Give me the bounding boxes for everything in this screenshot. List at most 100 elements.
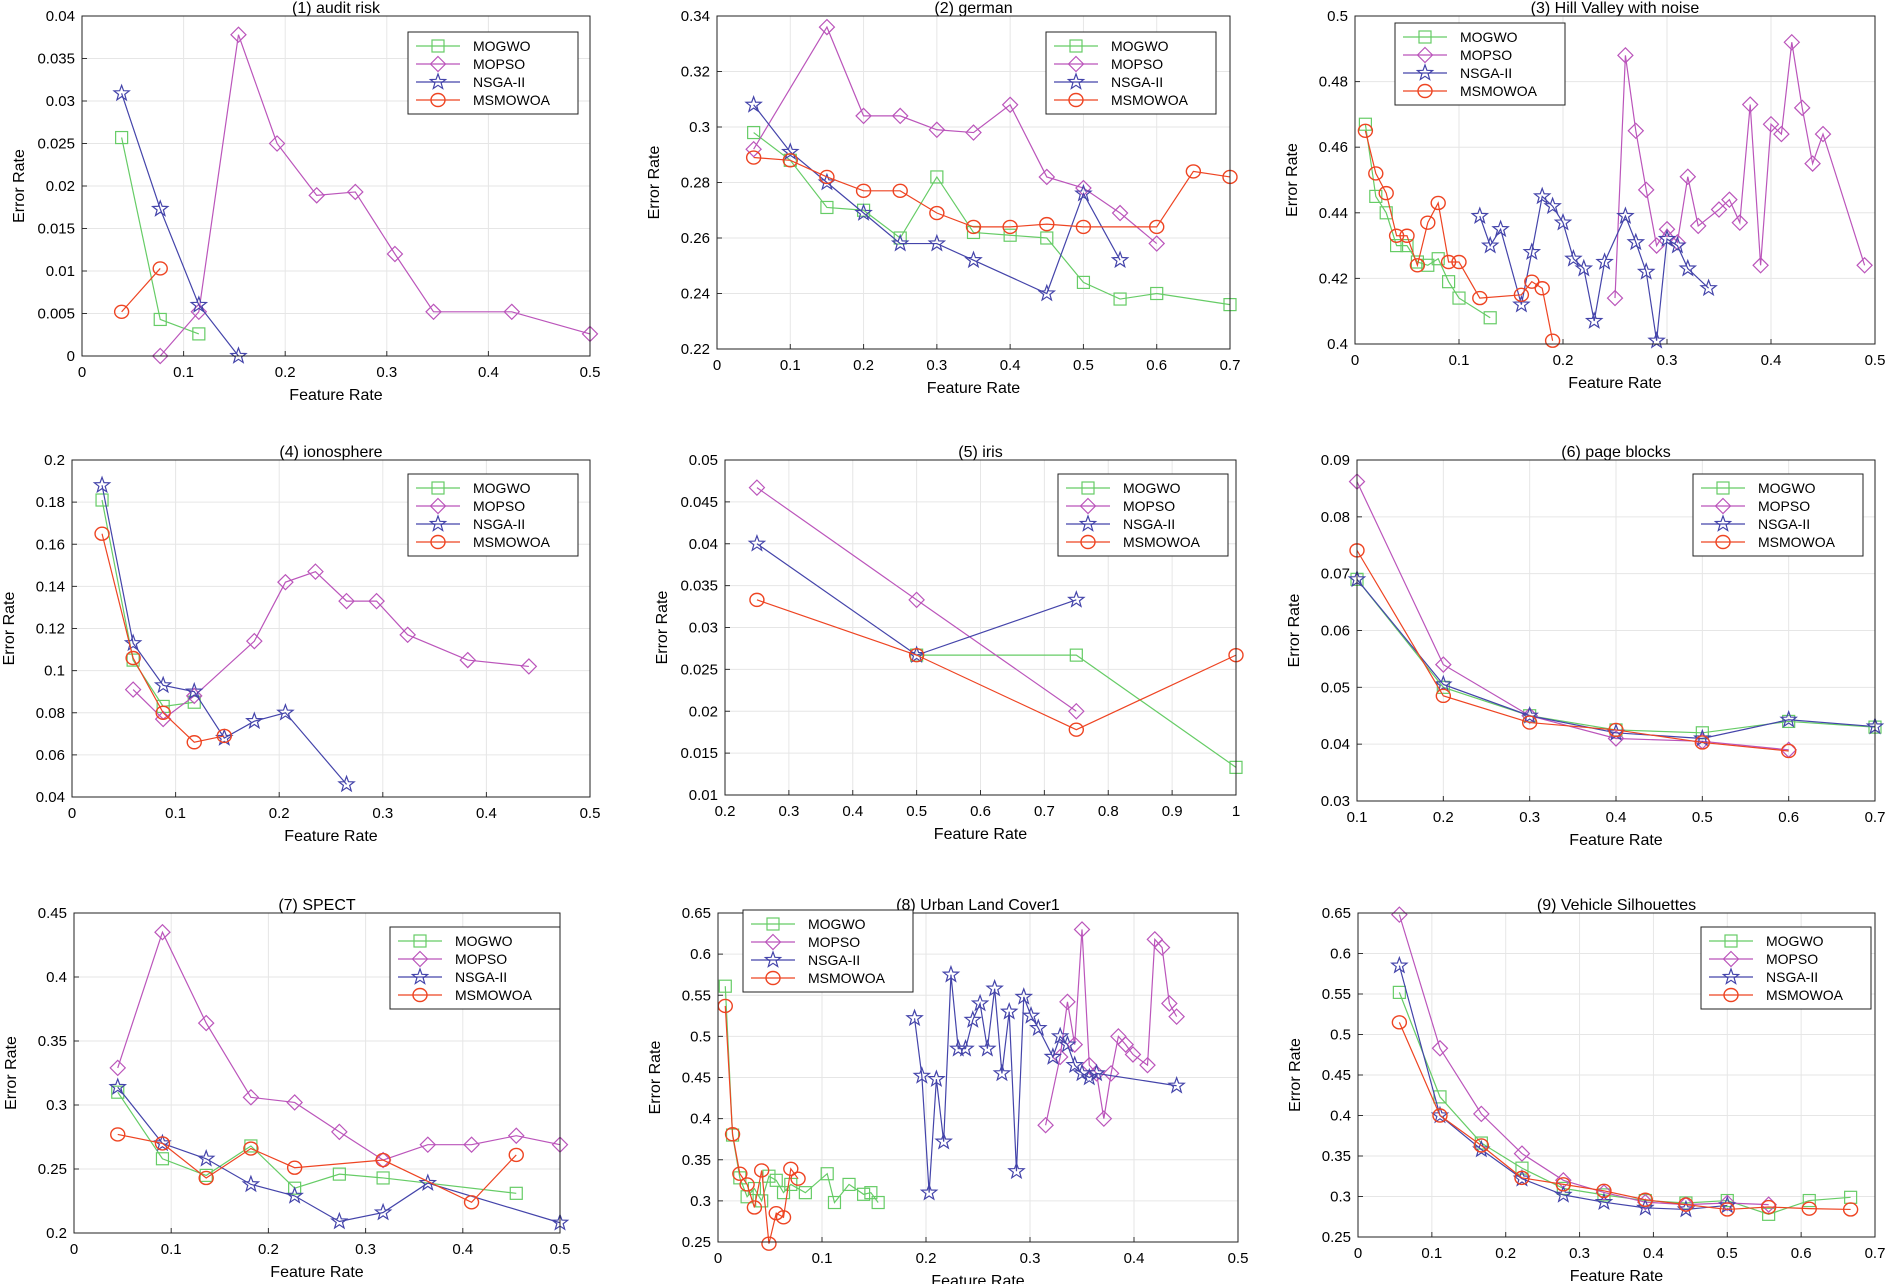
data-point-mopso: [1762, 115, 1780, 133]
series-line-msmowoa: [753, 156, 1231, 228]
series-line-mopso: [1045, 929, 1178, 1126]
data-point-mopso: [399, 626, 417, 644]
data-point-mogwo: [1379, 206, 1393, 220]
y-tick-label: 0.04: [36, 789, 65, 806]
data-point-msmowoa: [1420, 215, 1436, 230]
x-tick-label: 0: [78, 364, 86, 381]
data-point-mopso: [338, 592, 355, 610]
data-point-msmowoa: [724, 1127, 741, 1142]
legend-label: MOPSO: [1766, 951, 1818, 967]
data-point-nsga-ii: [744, 95, 763, 113]
data-point-mogwo: [1452, 291, 1466, 305]
series-mopso: [109, 923, 569, 1169]
y-tick-label: 0.06: [36, 747, 65, 764]
data-point-msmowoa: [1075, 219, 1092, 235]
legend: MOGWO MOPSO NSGA-II MSMOWOA: [1692, 473, 1864, 557]
y-tick-label: 0.015: [37, 221, 75, 238]
data-point-msmowoa: [1440, 254, 1457, 270]
y-tick-label: 0.2: [44, 452, 65, 469]
data-point-msmowoa: [1378, 185, 1394, 201]
data-point-mopso: [1658, 220, 1676, 238]
x-tick-label: 0.1: [173, 364, 194, 381]
data-point-nsga-ii: [1043, 1047, 1063, 1065]
legend: MOGWO MOPSO NSGA-II MSMOWOA: [1394, 22, 1566, 106]
data-point-msmowoa: [1432, 1108, 1448, 1123]
x-tick-label: 0.5: [906, 803, 927, 820]
legend-label: MOPSO: [1758, 498, 1810, 514]
data-point-msmowoa: [1544, 333, 1561, 348]
y-tick-label: 0.35: [682, 1152, 711, 1169]
chart-title: (2) german: [934, 0, 1012, 17]
data-point-msmowoa: [1068, 722, 1085, 737]
y-tick-label: 0.45: [1322, 1067, 1351, 1084]
data-point-msmowoa: [1388, 228, 1405, 243]
data-point-mopso: [1001, 96, 1019, 114]
data-point-mopso: [1710, 201, 1728, 218]
legend-marker-mogwo: [1716, 481, 1730, 495]
x-tick-label: 0.2: [269, 805, 290, 822]
legend-marker-nsga-ii: [428, 72, 448, 90]
data-point-msmowoa: [198, 1170, 214, 1186]
series-line-mopso: [1614, 42, 1866, 299]
series-line-mogwo: [101, 499, 195, 708]
y-tick-label: 0.16: [36, 536, 65, 553]
legend-label: NSGA-II: [808, 952, 860, 968]
legend-label: MOPSO: [1460, 47, 1512, 63]
data-point-nsga-ii: [1699, 278, 1718, 297]
data-point-nsga-ii: [854, 203, 873, 221]
x-tick-label: 0.3: [1569, 1245, 1590, 1262]
data-point-mogwo: [769, 1173, 783, 1187]
data-point-mogwo: [1003, 228, 1017, 242]
legend-label: MSMOWOA: [473, 92, 551, 108]
chart-panel-5: 0.2 0.3 0.4 0.5 0.6 0.7 0.8 0.9 1 0.01 0.015 0.02 0.…: [654, 444, 1244, 843]
y-tick-label: 0.24: [681, 286, 710, 303]
data-point-nsga-ii: [1037, 283, 1057, 302]
y-tick-label: 0.22: [681, 341, 710, 358]
data-point-mopso: [520, 658, 538, 675]
y-tick-label: 0.03: [689, 620, 718, 637]
data-point-mopso: [1606, 289, 1624, 307]
x-tick-label: 0.7: [1865, 809, 1886, 826]
axes-frame: [1354, 15, 1876, 345]
data-point-nsga-ii: [112, 83, 131, 102]
data-point-msmowoa: [1694, 735, 1711, 750]
y-tick-label: 0.35: [1322, 1148, 1351, 1165]
x-tick-label: 0.4: [478, 364, 499, 381]
data-point-mogwo: [1113, 292, 1127, 306]
x-tick-label: 0.1: [780, 357, 801, 374]
legend-marker-mopso: [1714, 497, 1732, 515]
y-tick-label: 0.05: [689, 452, 718, 469]
legend-label: MOPSO: [808, 934, 860, 950]
data-point-mopso: [1637, 181, 1655, 199]
legend-marker-mopso: [429, 497, 447, 515]
data-point-msmowoa: [1521, 715, 1538, 730]
x-axis-label: Feature Rate: [931, 1273, 1024, 1284]
legend-marker-mopso: [1067, 55, 1085, 73]
data-point-mopso: [463, 1136, 480, 1154]
data-point-nsga-ii: [1693, 728, 1712, 747]
data-point-nsga-ii: [1050, 1026, 1070, 1045]
x-tick-label: 0.6: [1778, 809, 1799, 826]
legend-label: NSGA-II: [1758, 516, 1810, 532]
legend-marker-msmowoa: [1723, 987, 1739, 1003]
x-tick-label: 0.6: [1146, 357, 1167, 374]
x-tick-label: 0.3: [376, 364, 397, 381]
y-tick-label: 0.025: [680, 661, 718, 678]
data-point-msmowoa: [965, 219, 982, 235]
data-point-nsga-ii: [184, 681, 204, 700]
data-point-nsga-ii: [241, 1174, 261, 1193]
axes-frame: [1357, 912, 1876, 1238]
series-line-nsga-ii: [1356, 578, 1876, 740]
data-point-nsga-ii: [1616, 206, 1635, 224]
series-line-msmowoa: [724, 1005, 799, 1244]
y-tick-label: 0.65: [682, 905, 711, 922]
series-nsga-ii: [905, 964, 1186, 1201]
y-tick-label: 0.3: [690, 1193, 711, 1210]
legend-label: MSMOWOA: [1460, 83, 1538, 99]
data-point-mopso: [386, 245, 404, 263]
data-point-mopso: [230, 26, 247, 44]
data-point-mogwo: [1431, 252, 1445, 266]
data-point-msmowoa: [1534, 281, 1550, 296]
legend-marker-msmowoa: [1068, 92, 1084, 108]
legend-marker-mogwo: [1069, 39, 1083, 53]
